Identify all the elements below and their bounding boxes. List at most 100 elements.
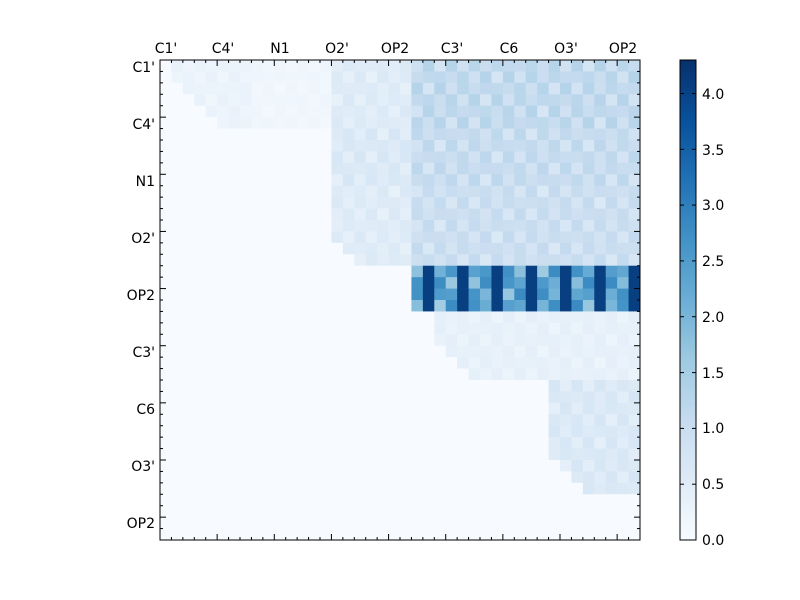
- heatmap-cell: [285, 208, 298, 221]
- heatmap-cell: [617, 242, 629, 255]
- heatmap-cell: [194, 368, 207, 381]
- heatmap-cell: [445, 185, 458, 198]
- heatmap-cell: [537, 254, 549, 267]
- heatmap-cell: [548, 162, 561, 175]
- heatmap-cell: [217, 425, 229, 438]
- heatmap-cell: [445, 448, 458, 461]
- heatmap-cell: [434, 505, 447, 518]
- heatmap-cell: [240, 185, 252, 198]
- heatmap-cell: [182, 105, 195, 118]
- heatmap-cell: [560, 494, 572, 507]
- heatmap-cell: [491, 471, 504, 484]
- heatmap-cell: [274, 128, 287, 141]
- heatmap-cell: [365, 128, 378, 141]
- heatmap-cell: [228, 517, 241, 529]
- heatmap-cell: [628, 517, 641, 529]
- heatmap-cell: [605, 94, 618, 107]
- heatmap-cell: [548, 174, 561, 187]
- heatmap-cell: [331, 300, 344, 312]
- heatmap-cell: [571, 437, 584, 449]
- heatmap-cell: [594, 448, 607, 461]
- heatmap-cell: [571, 517, 584, 529]
- heatmap-cell: [274, 345, 287, 358]
- heatmap-cell: [457, 425, 469, 438]
- heatmap-cell: [308, 197, 321, 209]
- heatmap-cell: [365, 437, 378, 449]
- heatmap-cell: [628, 254, 641, 267]
- heatmap-cell: [262, 208, 275, 221]
- heatmap-cell: [400, 220, 412, 232]
- heatmap-cell: [491, 162, 504, 175]
- heatmap-cell: [262, 517, 275, 529]
- heatmap-cell: [605, 265, 618, 278]
- heatmap-cell: [491, 60, 504, 72]
- heatmap-cell: [262, 265, 275, 278]
- heatmap-cell: [537, 82, 549, 95]
- heatmap-cell: [594, 380, 607, 392]
- heatmap-cell: [468, 117, 481, 129]
- heatmap-cell: [171, 288, 184, 301]
- heatmap-cell: [468, 128, 481, 141]
- y-tick-label: O3': [131, 459, 155, 475]
- heatmap-cell: [171, 368, 184, 381]
- heatmap-cell: [617, 220, 629, 232]
- heatmap-cell: [274, 334, 287, 347]
- heatmap-cell: [308, 380, 321, 392]
- heatmap-cell: [194, 197, 207, 209]
- heatmap-cell: [628, 505, 641, 518]
- heatmap-cell: [228, 322, 241, 335]
- heatmap-cell: [468, 94, 481, 107]
- heatmap-cell: [217, 505, 229, 518]
- heatmap-cell: [514, 174, 527, 187]
- heatmap-cell: [308, 528, 321, 541]
- heatmap-cell: [377, 208, 389, 221]
- heatmap-cell: [468, 448, 481, 461]
- heatmap-cell: [240, 300, 252, 312]
- heatmap-cell: [617, 140, 629, 152]
- heatmap-cell: [217, 82, 229, 95]
- heatmap-cell: [468, 71, 481, 84]
- heatmap-cell: [400, 197, 412, 209]
- heatmap-cell: [582, 391, 595, 404]
- heatmap-cell: [605, 288, 618, 301]
- heatmap-cell: [411, 345, 424, 358]
- heatmap-cell: [285, 460, 298, 472]
- heatmap-cell: [514, 288, 527, 301]
- heatmap-cell: [617, 517, 629, 529]
- heatmap-cell: [514, 494, 527, 507]
- heatmap-cell: [422, 162, 435, 175]
- heatmap-cell: [262, 448, 275, 461]
- heatmap-cell: [445, 334, 458, 347]
- heatmap-cell: [514, 334, 527, 347]
- heatmap-cell: [457, 402, 469, 415]
- heatmap-cell: [194, 60, 207, 72]
- heatmap-cell: [388, 242, 401, 255]
- heatmap-cell: [194, 105, 207, 118]
- heatmap-cell: [331, 208, 344, 221]
- heatmap-cell: [422, 322, 435, 335]
- heatmap-cell: [297, 482, 309, 495]
- heatmap-cell: [320, 105, 332, 118]
- heatmap-cell: [617, 185, 629, 198]
- heatmap-cell: [445, 242, 458, 255]
- heatmap-cell: [560, 391, 572, 404]
- heatmap-cell: [194, 437, 207, 449]
- heatmap-cell: [457, 311, 469, 324]
- heatmap-cell: [491, 437, 504, 449]
- heatmap-cell: [285, 277, 298, 289]
- heatmap-cell: [240, 391, 252, 404]
- heatmap-cell: [411, 391, 424, 404]
- heatmap-cell: [365, 380, 378, 392]
- heatmap-cell: [160, 471, 172, 484]
- heatmap-cell: [160, 494, 172, 507]
- heatmap-cell: [182, 494, 195, 507]
- heatmap-cell: [434, 197, 447, 209]
- heatmap-cell: [171, 311, 184, 324]
- heatmap-cell: [354, 71, 367, 84]
- heatmap-cell: [537, 425, 549, 438]
- heatmap-cell: [525, 471, 538, 484]
- heatmap-cell: [320, 437, 332, 449]
- heatmap-cell: [582, 231, 595, 244]
- heatmap-cell: [285, 322, 298, 335]
- heatmap-cell: [354, 162, 367, 175]
